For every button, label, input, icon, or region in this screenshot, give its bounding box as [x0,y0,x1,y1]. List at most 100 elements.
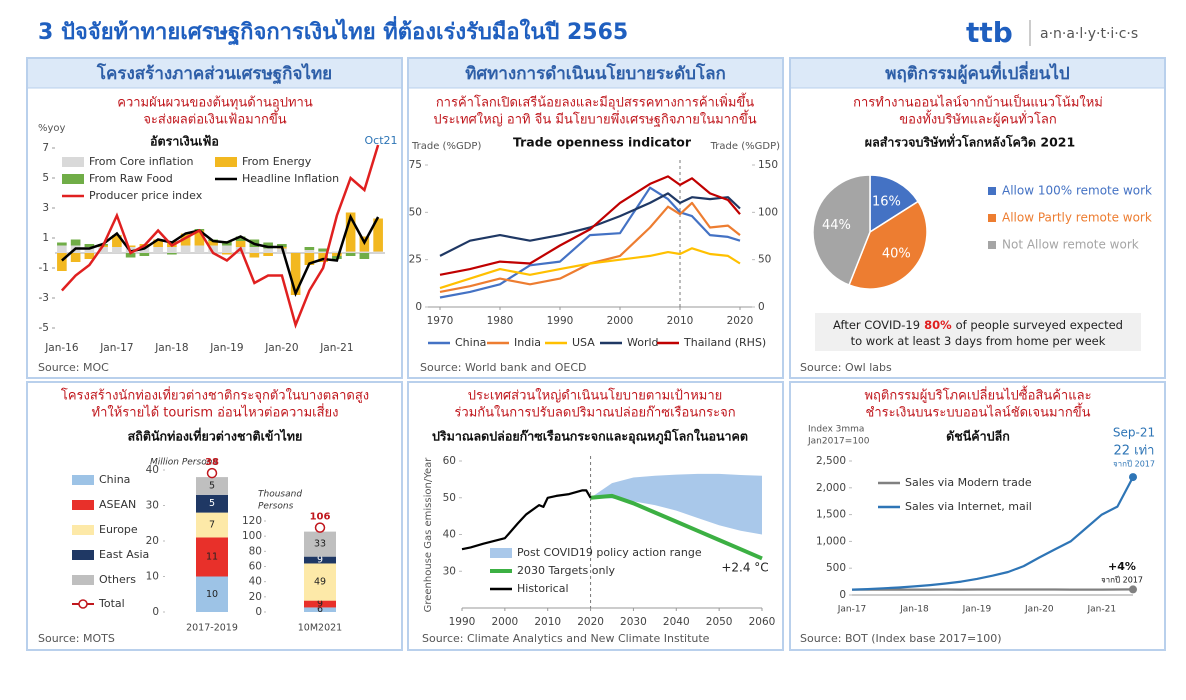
legend-label: Post COVID19 policy action range [517,546,702,559]
total-marker [208,469,217,478]
segment-label: 7 [209,520,215,531]
source: Source: World bank and OECD [420,361,587,374]
subtitle: จะส่งผลต่อเงินเฟ้อมากขึ้น [143,110,286,128]
legend-label: East Asia [99,548,149,561]
x-tick-label: 1980 [487,315,514,327]
bar-segment [153,247,163,253]
legend-label: From Energy [242,155,312,168]
subtitle: การทำงานออนไลน์จากบ้านเป็นแนวโน้มใหม่ [853,93,1103,111]
segment-label: 11 [206,551,218,562]
y-tick-label: 0 [839,589,846,601]
bar-segment [222,253,232,255]
legend-swatch [988,241,996,249]
column-header: ทิศทางการดำเนินนโยบายระดับโลก [465,63,726,84]
x-tick-label: 2030 [620,616,647,628]
source: Source: BOT (Index base 2017=100) [800,632,1002,645]
bar-segment [71,253,81,262]
axis-label: Jan2017=100 [807,437,870,447]
y-tick-label: 500 [826,562,846,574]
legend-swatch [72,500,94,510]
bar-segment [167,253,177,255]
y2-tick-label: 150 [758,159,778,171]
axis-label: Thousand [258,490,302,500]
total-label: 38 [205,457,219,468]
legend-swatch [79,600,87,608]
x-tick-label: Jan-19 [962,605,992,615]
subtitle: ร่วมกันในการปรับลดปริมาณปล่อยก๊าซเรือนกร… [454,405,735,421]
legend-label: India [514,336,541,349]
legend-swatch [988,214,996,222]
y-tick-label: 5 [42,172,49,184]
y-tick-label: 1,000 [816,535,846,547]
bar-segment [346,253,356,256]
bar-segment [360,253,370,259]
chart-title: ดัชนีค้าปลีก [946,429,1010,444]
subtitle: โครงสร้างนักท่องเที่ยวต่างชาติกระจุกตัวใ… [61,387,369,404]
x-tick-label: Jan-17 [837,605,867,615]
y2-tick-label: 40 [249,576,262,588]
subtitle: ทำให้รายได้ tourism อ่อนไหวต่อความเสี่ยง [92,404,339,421]
bar-segment [57,243,67,246]
y-tick-label: 60 [443,455,456,467]
annotation: จากปี 2017 [1101,576,1143,585]
bar-segment [181,246,191,254]
segment-label: 10 [206,589,218,600]
annotation: Oct21 [364,134,397,147]
y-tick-label: 10 [146,571,159,583]
legend-swatch [490,548,512,558]
legend-label: Allow Partly remote work [1002,211,1152,225]
note-part: of people surveyed expected [956,318,1123,332]
subtitle: ประเทศใหญ่ อาทิ จีน มีนโยบายพึ่งเศรษฐกิจ… [433,110,756,128]
legend-swatch [215,157,237,167]
bar-segment [360,252,370,254]
y-tick-label: 1,500 [816,509,846,521]
x-tick-label: 2050 [706,616,733,628]
legend-label: Headline Inflation [242,172,339,185]
end-marker [1129,585,1137,593]
axis-label: Greenhouse Gas emission/Year [423,457,434,613]
y2-tick-label: 0 [758,301,765,313]
slice-label: 40% [882,246,911,261]
annotation: จากปี 2017 [1113,460,1155,469]
legend-label: ASEAN [99,498,136,511]
axis-label: Index 3mma [808,425,864,435]
logo-text: a·n·a·l·y·t·i·c·s [1040,26,1138,42]
annotation: +2.4 °C [721,561,768,575]
x-tick-label: Jan-16 [44,342,79,354]
x-tick-label: 1990 [547,315,574,327]
legend-swatch [72,525,94,535]
total-label: 106 [310,512,331,523]
legend-swatch [62,157,84,167]
bar-segment [57,246,67,254]
legend-label: 2030 Targets only [517,564,616,577]
column-header: โครงสร้างภาคส่วนเศรษฐกิจไทย [96,63,332,85]
y-tick-label: 0 [415,301,422,313]
total-marker [316,523,325,532]
y-tick-label: -5 [39,322,49,334]
y-tick-label: 1 [42,232,49,244]
x-tick-label: 2060 [749,616,776,628]
axis-label: %yoy [38,123,66,134]
x-tick-label: 1990 [449,616,476,628]
y-tick-label: 40 [443,529,456,541]
legend-swatch [72,575,94,585]
source: Source: MOTS [38,632,115,645]
x-tick-label: Jan-17 [99,342,133,354]
bar-segment [222,246,232,254]
chart-title: Trade openness indicator [513,135,692,150]
segment-label: 5 [209,498,215,509]
column-header: พฤติกรรมผู้คนที่เปลี่ยนไป [885,61,1070,85]
page-title: 3 ปัจจัยท้าทายเศรษฐกิจการเงินไทย ที่ต้อง… [38,15,628,46]
legend-swatch [62,174,84,184]
subtitle: ชำระเงินบนระบบออนไลน์ชัดเจนมากขึ้น [866,403,1091,421]
x-tick-label: Jan-21 [319,342,353,354]
segment-label: 33 [314,539,326,550]
x-tick-label: 2000 [491,616,518,628]
y-tick-label: 75 [409,159,422,171]
y-tick-label: -1 [39,262,49,274]
y-tick-label: 3 [42,202,49,214]
segment-label: 5 [209,480,215,491]
y-tick-label: 50 [409,206,422,218]
legend-label: Thailand (RHS) [683,336,766,349]
